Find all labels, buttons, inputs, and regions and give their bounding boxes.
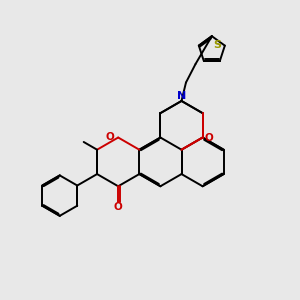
Text: O: O [205, 133, 214, 142]
Text: S: S [213, 40, 221, 50]
Text: N: N [177, 91, 186, 100]
Text: O: O [106, 132, 114, 142]
Text: O: O [114, 202, 123, 212]
